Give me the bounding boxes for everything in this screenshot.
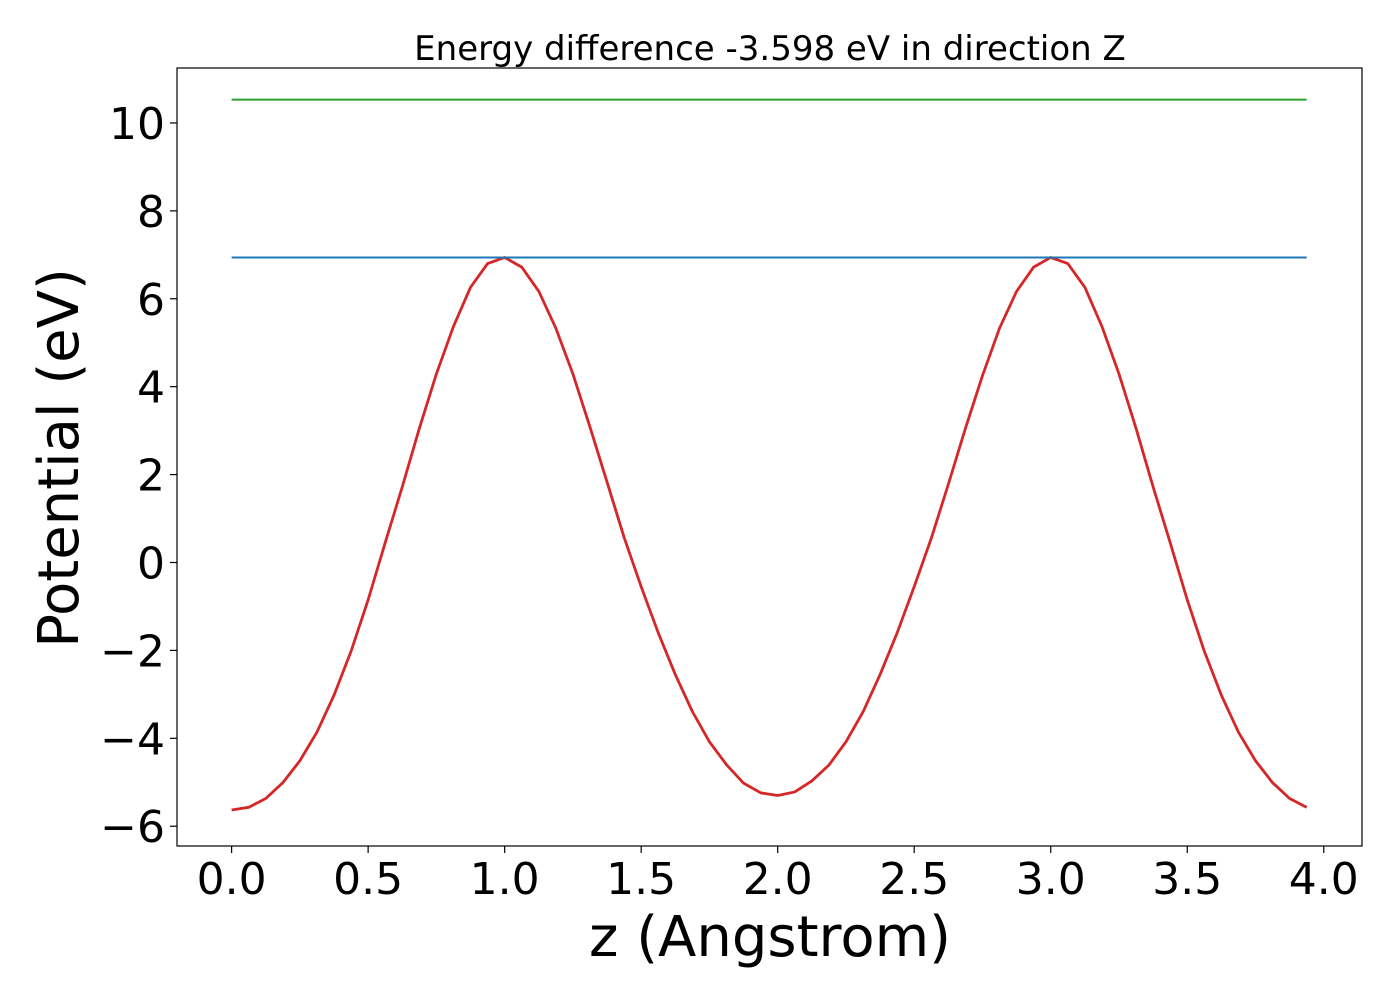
x-tick-label: 3.0 <box>1016 854 1086 905</box>
x-axis-label: z (Angstrom) <box>589 905 951 970</box>
y-tick-label: −6 <box>100 802 165 853</box>
x-tick-label: 2.0 <box>743 854 813 905</box>
y-tick-label: −2 <box>100 626 165 677</box>
chart-title: Energy difference -3.598 eV in direction… <box>414 29 1126 69</box>
y-tick-label: 0 <box>137 538 165 589</box>
plot-area <box>231 98 1308 812</box>
x-tick-label: 2.5 <box>879 854 949 905</box>
y-tick-label: 4 <box>137 363 165 414</box>
axes-frame <box>176 67 1363 847</box>
y-tick-label: 10 <box>109 99 165 150</box>
y-axis-label: Potential (eV) <box>27 268 92 648</box>
x-tick-label: 0.5 <box>333 854 403 905</box>
y-tick-label: −4 <box>100 714 165 765</box>
x-tick-label: 3.5 <box>1152 854 1222 905</box>
x-tick-label: 1.5 <box>606 854 676 905</box>
x-tick-label: 0.0 <box>197 854 267 905</box>
y-tick-label: 8 <box>137 187 165 238</box>
x-tick-label: 4.0 <box>1289 854 1359 905</box>
potential-curve-line <box>231 256 1308 812</box>
y-tick-label: 2 <box>137 451 165 502</box>
axis-ticks: 0.0 0.5 1.0 1.5 2.0 2.5 3.0 3.5 4.0 −6 −4 −2 0 2 4 6 8 10 <box>100 99 1359 905</box>
y-tick-label: 6 <box>137 275 165 326</box>
x-tick-label: 1.0 <box>470 854 540 905</box>
